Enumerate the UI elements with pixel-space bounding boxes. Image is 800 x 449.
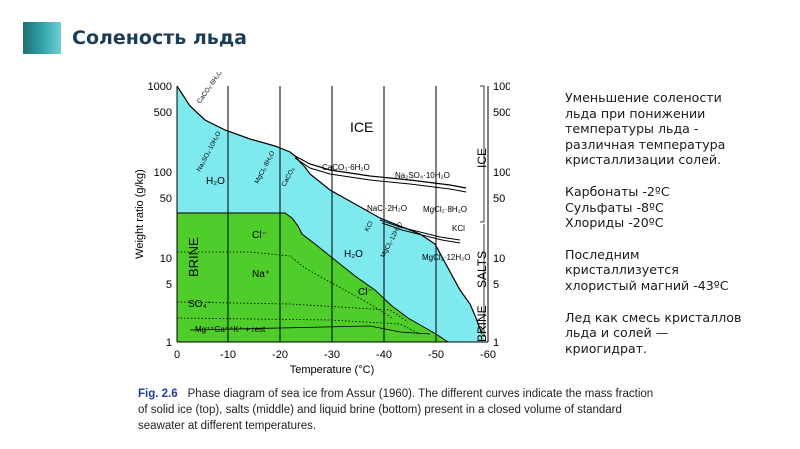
y-tick-100: 100 bbox=[154, 167, 172, 179]
y-tick-right-10: 10 bbox=[493, 253, 505, 265]
y-tick-500: 500 bbox=[154, 107, 172, 119]
curve-label-caco3: CaCO₃·6H₂O bbox=[322, 163, 370, 172]
sidebar-line: Лед как смесь кристаллов bbox=[565, 309, 742, 325]
slide-title: Соленость льда bbox=[72, 27, 247, 49]
x-tick-50: -50 bbox=[428, 349, 444, 361]
mix-label: Mg⁺⁺Ca⁺⁺K⁺ + rest bbox=[195, 325, 266, 334]
x-tick-30: -30 bbox=[324, 349, 340, 361]
brine-label: BRINE bbox=[186, 237, 201, 277]
sidebar-line: кристаллизуется bbox=[565, 262, 679, 278]
y-tick-10: 10 bbox=[160, 253, 172, 265]
y-tick-right-1000: 1000 bbox=[493, 81, 510, 93]
curve-label-nacl: NaCl·2H₂O bbox=[367, 204, 407, 213]
y-tick-right-500: 500 bbox=[493, 107, 510, 119]
y-tick-right-5: 5 bbox=[493, 279, 499, 291]
sidebar-paragraph-4: Лед как смесь кристаллов льда и солей — … bbox=[565, 310, 765, 357]
curve-label-rot-top: CaCO₃·6H₂O bbox=[196, 72, 224, 105]
sidebar-text: Уменьшение солености льда при понижении … bbox=[565, 90, 765, 372]
figure-caption: Fig. 2.6 Phase diagram of sea ice from As… bbox=[138, 386, 658, 434]
side-label-salts: SALTS bbox=[475, 251, 489, 288]
x-tick-40: -40 bbox=[376, 349, 392, 361]
title-accent-bar bbox=[23, 22, 61, 54]
salt-curve-4 bbox=[381, 222, 461, 244]
y-axis-label: Weight ratio (g/kg) bbox=[134, 169, 146, 259]
so4-label: SO₄⁻ bbox=[188, 299, 212, 310]
h2o-lower-label: H₂O bbox=[344, 249, 363, 260]
side-bracket bbox=[480, 85, 485, 337]
curve-label-mgcl2-8: MgCl₂·8H₂O bbox=[423, 205, 467, 214]
sidebar-line: Последним bbox=[565, 246, 640, 262]
solid-mix-curve bbox=[189, 325, 431, 335]
ice-label: ICE bbox=[350, 119, 373, 135]
sidebar-line: Хлориды -20ºC bbox=[565, 215, 664, 231]
figure-number: Fig. 2.6 bbox=[138, 388, 178, 400]
sidebar-line: льда при понижении bbox=[565, 105, 706, 121]
sidebar-line: различная температура bbox=[565, 136, 726, 152]
sidebar-paragraph-1: Уменьшение солености льда при понижении … bbox=[565, 90, 765, 168]
x-tick-60: -60 bbox=[480, 349, 496, 361]
dotted-curve-1 bbox=[177, 251, 393, 319]
sidebar-line: кристаллизации солей. bbox=[565, 152, 722, 168]
y-tick-50: 50 bbox=[160, 193, 172, 205]
y-tick-1000: 1000 bbox=[148, 81, 172, 93]
y-tick-right-100: 100 bbox=[493, 167, 510, 179]
phase-diagram: 1000 500 100 50 10 5 1 1000 500 100 50 1… bbox=[134, 72, 510, 376]
curve-label-na2so4: Na₂SO₄·10H₂O bbox=[395, 171, 450, 180]
sidebar-line: льда и солей — bbox=[565, 325, 669, 341]
brine-boundary bbox=[177, 212, 449, 343]
ice-boundary-curve bbox=[176, 85, 483, 335]
curve-label-mgcl2-12: MgCl₂·12H₂O bbox=[422, 253, 470, 262]
y-tick-right-1: 1 bbox=[493, 337, 499, 349]
h2o-upper-label: H₂O bbox=[206, 176, 225, 187]
sidebar-paragraph-2: Карбонаты -2ºC Сульфаты -8ºC Хлориды -20… bbox=[565, 184, 765, 231]
salt-curve-3 bbox=[379, 219, 461, 241]
y-tick-5: 5 bbox=[166, 279, 172, 291]
y-tick-right-50: 50 bbox=[493, 193, 505, 205]
caption-text: Phase diagram of sea ice from Assur (196… bbox=[138, 388, 654, 432]
side-label-brine: BRINE bbox=[475, 305, 489, 342]
cl-upper-label: Cl⁻ bbox=[252, 230, 267, 241]
x-tick-10: -10 bbox=[220, 349, 236, 361]
cl-lower-label: Cl⁻ bbox=[358, 287, 373, 298]
salt-curve-1 bbox=[294, 155, 467, 189]
sidebar-line: Карбонаты -2ºC bbox=[565, 183, 670, 199]
sidebar-line: криогидрат. bbox=[565, 340, 648, 356]
na-label: Na⁺ bbox=[252, 269, 270, 280]
x-tick-20: -20 bbox=[272, 349, 288, 361]
curve-label-rot-kcl: KCl bbox=[364, 220, 375, 233]
curve-label-kcl: KCl bbox=[452, 224, 465, 233]
side-label-ice: ICE bbox=[475, 148, 489, 168]
x-axis-label: Temperature (°C) bbox=[290, 364, 374, 376]
sidebar-line: Уменьшение солености bbox=[565, 90, 722, 105]
sidebar-line: температуры льда - bbox=[565, 121, 699, 137]
sidebar-line: Сульфаты -8ºC bbox=[565, 199, 664, 215]
dotted-curve-2 bbox=[176, 301, 409, 323]
y-tick-1: 1 bbox=[166, 337, 172, 349]
sidebar-paragraph-3: Последним кристаллизуется хлористый магн… bbox=[565, 247, 765, 294]
x-tick-0: 0 bbox=[174, 349, 180, 361]
salt-curve-2 bbox=[294, 157, 467, 193]
sidebar-line: хлористый магний -43ºC bbox=[565, 277, 729, 293]
